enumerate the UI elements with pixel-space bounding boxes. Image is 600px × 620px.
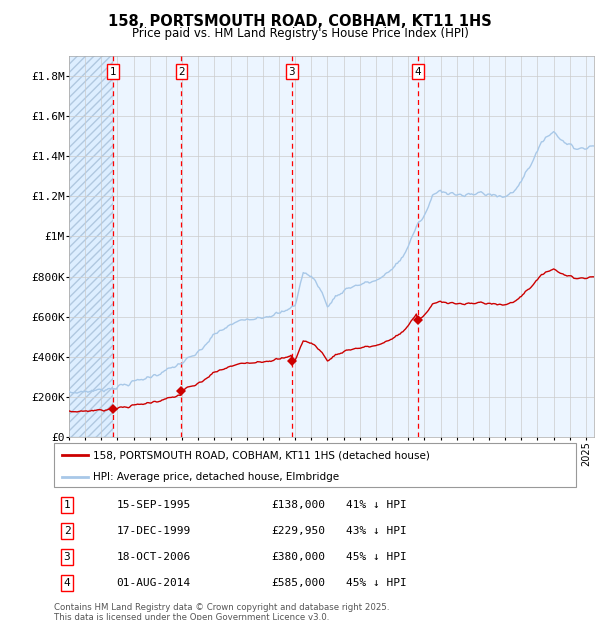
Bar: [69, 56, 113, 437]
Bar: [113, 56, 181, 437]
Text: 3: 3: [289, 67, 295, 77]
Text: Price paid vs. HM Land Registry's House Price Index (HPI): Price paid vs. HM Land Registry's House …: [131, 27, 469, 40]
Text: HPI: Average price, detached house, Elmbridge: HPI: Average price, detached house, Elmb…: [93, 472, 339, 482]
Text: £229,950: £229,950: [271, 526, 325, 536]
Text: 45% ↓ HPI: 45% ↓ HPI: [346, 552, 407, 562]
Text: 01-AUG-2014: 01-AUG-2014: [116, 578, 191, 588]
Text: 4: 4: [414, 67, 421, 77]
Text: 15-SEP-1995: 15-SEP-1995: [116, 500, 191, 510]
Text: £585,000: £585,000: [271, 578, 325, 588]
Text: 45% ↓ HPI: 45% ↓ HPI: [346, 578, 407, 588]
Text: 17-DEC-1999: 17-DEC-1999: [116, 526, 191, 536]
Text: £380,000: £380,000: [271, 552, 325, 562]
Bar: [69, 56, 113, 437]
Text: Contains HM Land Registry data © Crown copyright and database right 2025.
This d: Contains HM Land Registry data © Crown c…: [54, 603, 389, 620]
Bar: [181, 56, 292, 437]
Text: 18-OCT-2006: 18-OCT-2006: [116, 552, 191, 562]
Text: 1: 1: [64, 500, 70, 510]
Text: 2: 2: [64, 526, 70, 536]
Text: 41% ↓ HPI: 41% ↓ HPI: [346, 500, 407, 510]
Text: 158, PORTSMOUTH ROAD, COBHAM, KT11 1HS: 158, PORTSMOUTH ROAD, COBHAM, KT11 1HS: [108, 14, 492, 29]
Text: 4: 4: [64, 578, 70, 588]
Text: 1: 1: [109, 67, 116, 77]
Text: £138,000: £138,000: [271, 500, 325, 510]
Text: 158, PORTSMOUTH ROAD, COBHAM, KT11 1HS (detached house): 158, PORTSMOUTH ROAD, COBHAM, KT11 1HS (…: [93, 451, 430, 461]
FancyBboxPatch shape: [54, 443, 576, 487]
Text: 43% ↓ HPI: 43% ↓ HPI: [346, 526, 407, 536]
Bar: [418, 56, 594, 437]
Bar: [292, 56, 418, 437]
Text: 3: 3: [64, 552, 70, 562]
Text: 2: 2: [178, 67, 185, 77]
